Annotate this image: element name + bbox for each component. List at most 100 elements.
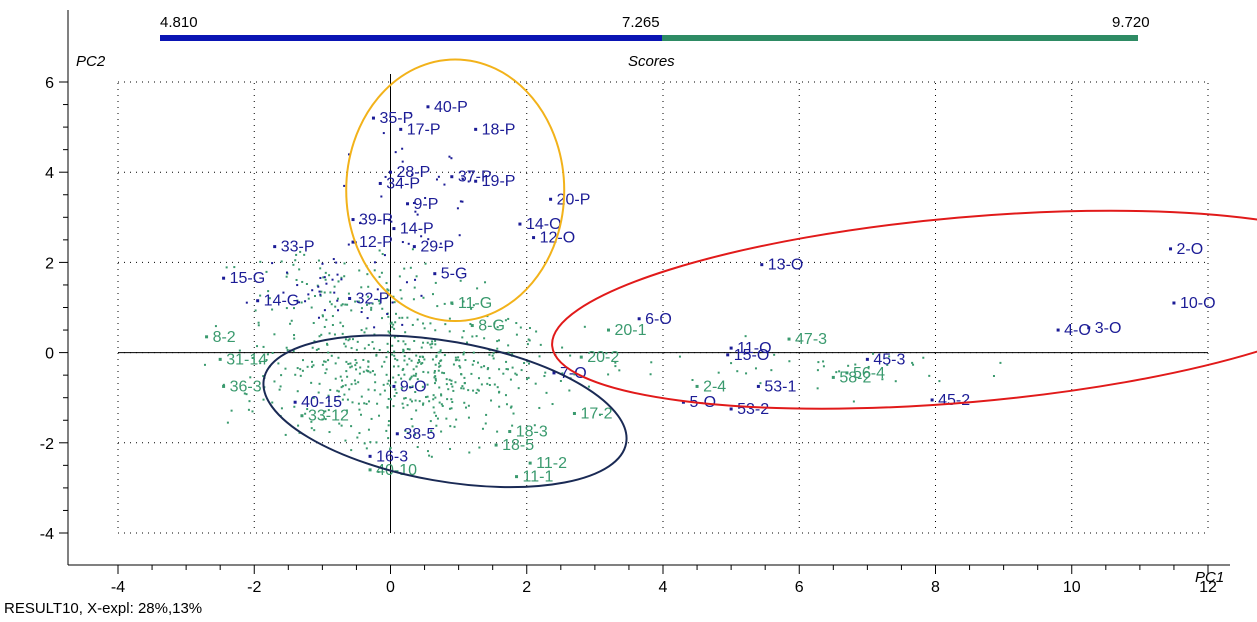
scatter-point xyxy=(325,342,328,345)
scatter-point xyxy=(280,374,283,377)
scatter-point xyxy=(256,299,260,303)
scatter-point xyxy=(527,338,530,341)
scatter-point xyxy=(285,275,288,278)
scatter-point xyxy=(817,361,820,364)
scatter-point xyxy=(787,337,791,341)
scatter-point xyxy=(414,391,417,394)
scatter-point xyxy=(257,324,260,327)
scatter-point xyxy=(488,384,491,387)
red-cluster-ellipse xyxy=(551,209,1257,410)
scatter-point xyxy=(355,361,358,364)
scatter-point xyxy=(323,291,326,294)
scatter-point xyxy=(460,373,463,376)
scatter-point xyxy=(458,359,461,362)
point-label: 32-P xyxy=(356,290,390,307)
scatter-point xyxy=(337,309,340,312)
scatter-point xyxy=(402,349,405,352)
scatter-point xyxy=(695,384,699,388)
scatter-point xyxy=(451,385,454,388)
point-label: 39-P xyxy=(359,212,393,229)
scatter-point xyxy=(331,315,334,318)
scatter-point xyxy=(251,356,254,359)
scatter-point xyxy=(366,303,369,306)
scatter-point xyxy=(440,393,443,396)
scatter-point xyxy=(203,363,206,366)
scatter-point xyxy=(386,312,389,315)
scatter-point xyxy=(385,373,388,376)
scatter-point xyxy=(334,377,337,380)
scatter-point xyxy=(315,348,318,351)
scatter-point xyxy=(376,288,379,291)
scatter-point xyxy=(472,389,475,392)
scatter-point xyxy=(484,281,487,284)
scatter-point xyxy=(321,418,324,421)
scatter-point xyxy=(299,250,302,253)
scatter-point xyxy=(538,355,541,358)
scatter-point xyxy=(424,262,427,265)
scatter-point xyxy=(435,178,438,181)
scatter-point xyxy=(416,213,419,216)
scatter-point xyxy=(511,366,514,369)
scatter-point xyxy=(471,363,474,366)
scatter-point xyxy=(350,309,353,312)
scatter-point xyxy=(363,402,366,405)
scatter-point xyxy=(387,420,390,423)
scatter-point xyxy=(486,382,489,385)
scatter-point xyxy=(378,299,381,302)
scatter-point xyxy=(322,276,325,279)
scatter-point xyxy=(368,400,371,403)
scatter-point xyxy=(391,353,394,356)
scatter-point xyxy=(325,368,328,371)
scatter-point xyxy=(365,369,368,372)
scatter-point xyxy=(411,385,414,388)
scatter-point xyxy=(319,294,322,297)
scatter-point xyxy=(362,370,365,373)
scatter-point xyxy=(230,409,233,412)
point-label: 14-O xyxy=(526,216,562,233)
scatter-point xyxy=(399,289,402,292)
scatter-point xyxy=(317,259,320,262)
scatter-point xyxy=(397,365,400,368)
scatter-point xyxy=(551,403,554,406)
scatter-point xyxy=(249,376,252,379)
scatter-point xyxy=(480,383,483,386)
point-label: 35-P xyxy=(379,110,413,127)
scatter-point xyxy=(476,388,479,391)
scatter-point xyxy=(292,350,295,353)
scatter-point xyxy=(357,402,360,405)
scatter-point xyxy=(424,396,427,399)
x-tick-label: 10 xyxy=(1063,579,1081,596)
scatter-point xyxy=(401,316,404,319)
scatter-point xyxy=(340,278,343,281)
scatter-point xyxy=(475,335,478,338)
scatter-point xyxy=(845,371,849,375)
y-tick-label: 0 xyxy=(45,346,54,363)
scatter-point xyxy=(298,268,301,271)
scatter-point xyxy=(328,332,331,335)
scatter-point xyxy=(310,381,313,384)
scatter-point xyxy=(505,403,508,406)
scatter-point xyxy=(350,383,353,386)
point-label: 40-P xyxy=(434,99,468,116)
scatter-point xyxy=(465,341,468,344)
scatter-point xyxy=(257,321,260,324)
scatter-point xyxy=(341,385,344,388)
scatter-point xyxy=(492,352,495,355)
scatter-point xyxy=(508,430,512,434)
scatter-point xyxy=(450,383,453,386)
scatter-point xyxy=(496,386,499,389)
scatter-point xyxy=(432,394,435,397)
scatter-point xyxy=(498,405,501,408)
scatter-point xyxy=(816,387,819,390)
scatter-point xyxy=(384,297,387,300)
scatter-point xyxy=(434,329,437,332)
scatter-point xyxy=(324,360,327,363)
scatter-point xyxy=(370,308,373,311)
scatter-point xyxy=(605,352,608,355)
scatter-point xyxy=(408,386,411,389)
scatter-point xyxy=(528,362,531,365)
scatter-point xyxy=(439,364,442,367)
scatter-point xyxy=(515,322,518,325)
scatter-point xyxy=(341,379,344,382)
scatter-point xyxy=(420,346,423,349)
